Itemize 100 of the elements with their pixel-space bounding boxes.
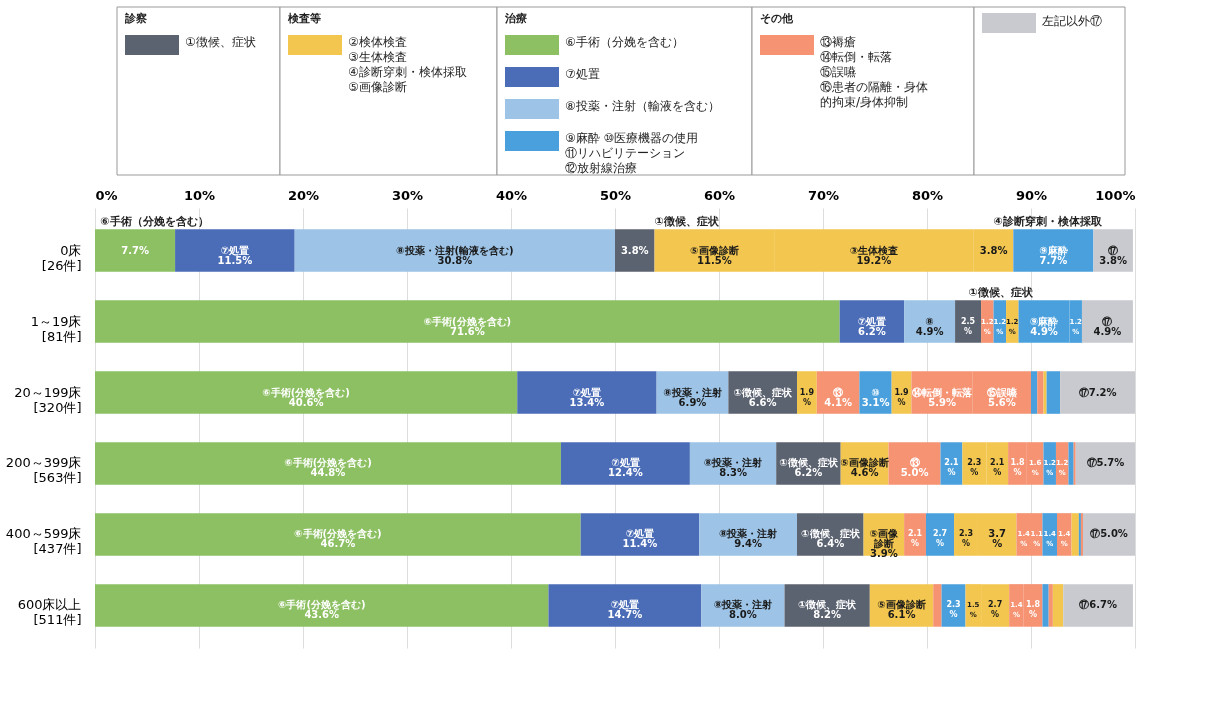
bar: [1042, 513, 1057, 556]
data-label: ⑨麻酔 7.7%: [1039, 244, 1068, 266]
y-tick-label: 200～399床 [563件]: [5, 455, 82, 486]
data-label: ①徴候、症状 6.2%: [779, 457, 839, 479]
legend-label: ⑬褥瘡 ⑭転倒・転落 ⑮誤嚥 ⑯患者の隔離・身体的拘束/身体抑制: [820, 35, 928, 109]
data-label: ⑥手術(分娩を含む) 71.6%: [423, 315, 512, 337]
data-label: ①徴候、症状 8.2%: [797, 599, 858, 621]
data-label: 3.8%: [979, 244, 1008, 256]
data-label: 2.7 %: [932, 529, 948, 549]
data-label: 2.1 %: [990, 458, 1005, 478]
data-label: ⑤画像診断 11.5%: [690, 244, 739, 266]
annotation: ④診断穿刺・検体採取: [993, 215, 1103, 229]
data-label: ⑥手術(分娩を含む) 46.7%: [294, 528, 382, 550]
x-tick-label: 50%: [599, 187, 632, 203]
legend-label: ⑧投薬・注射（輸液を含む）: [565, 99, 720, 113]
data-label: ⑦処置 11.4%: [622, 528, 658, 550]
bar: [294, 229, 615, 272]
data-label: ⑤画像診断 4.6%: [840, 457, 889, 479]
legend-label: ①徴候、症状: [185, 35, 256, 49]
text: その他: [760, 12, 794, 25]
data-label: 1.8 %: [1025, 600, 1041, 620]
bar: [888, 442, 941, 485]
legend-label: 左記以外⑰: [1042, 14, 1102, 28]
data-label: ⑰ 4.9%: [1093, 315, 1122, 337]
x-tick-label: 80%: [911, 187, 944, 203]
data-label: ⑦処置 14.7%: [607, 599, 643, 621]
bar: [95, 371, 518, 414]
data-label: 2.1 %: [944, 458, 959, 478]
x-tick-label: 10%: [183, 187, 216, 203]
data-label: 2.3 %: [967, 458, 982, 478]
bar: [95, 442, 561, 485]
bar: [1043, 442, 1056, 485]
bar: [1063, 584, 1133, 627]
y-tick-label: 0床 [26件]: [41, 242, 82, 273]
bar: [95, 300, 840, 343]
data-label: ⑬ 5.0%: [900, 457, 929, 479]
bar: [955, 300, 982, 343]
legend-label: ⑦処置: [565, 67, 600, 81]
y-tick-label: 600床以上 [511件]: [17, 597, 82, 628]
data-label: ⑰7.2%: [1078, 386, 1117, 398]
legend-label: ⑨麻酔 ⑩医療機器の使用 ⑪リハビリテーション ⑫放射線治療: [565, 131, 699, 175]
data-label: ⑨麻酔 4.9%: [1029, 315, 1059, 337]
data-label: 1.9 %: [799, 387, 815, 407]
data-label: ⑰5.0%: [1090, 528, 1128, 540]
data-label: ⑥手術(分娩を含む) 43.6%: [277, 599, 366, 621]
x-tick-label: 60%: [703, 187, 736, 203]
text: 検査等: [287, 12, 321, 25]
x-tick-label: 40%: [495, 187, 528, 203]
annotation: ①徴候、症状: [968, 286, 1034, 300]
data-label: 3.8%: [620, 244, 649, 256]
bar: [560, 442, 690, 485]
data-label: 7.7%: [121, 244, 149, 256]
bar: [1048, 584, 1053, 627]
data-label: ⑧ 4.9%: [915, 315, 944, 337]
bar: [580, 513, 700, 556]
bar: [1060, 371, 1135, 414]
bar: [933, 584, 942, 627]
data-label: 2.3 %: [958, 529, 974, 549]
data-label: ⑦処置 11.5%: [217, 244, 253, 266]
x-tick-label: 70%: [807, 187, 840, 203]
data-label: ⑥手術(分娩を含む) 40.6%: [262, 386, 350, 408]
data-label: ⑩ 3.1%: [861, 386, 890, 408]
data-label: ⑧投薬・注射 6.9%: [663, 386, 722, 408]
data-label: ③生体検査 19.2%: [849, 244, 899, 266]
data-label: ⑰6.7%: [1079, 599, 1117, 611]
legend-label: ⑥手術（分娩を含む）: [565, 35, 684, 49]
legend-label: ②検体検査 ③生体検査 ④診断穿刺・検体採取 ⑤画像診断: [348, 35, 467, 94]
bar: [175, 229, 295, 272]
data-label: ⑮誤嚥 5.6%: [986, 386, 1017, 408]
y-tick-label: 1～19床 [81件]: [30, 313, 82, 344]
y-tick-label: 20～199床 [320件]: [14, 384, 82, 415]
data-label: ①徴候、症状 6.6%: [733, 386, 793, 408]
x-tick-label: 0%: [95, 187, 118, 203]
data-label: ⑥手術(分娩を含む) 44.8%: [284, 457, 372, 479]
annotation: ①徴候、症状: [654, 215, 720, 229]
bar: [548, 584, 702, 627]
text: 治療: [504, 12, 527, 25]
bar: [1042, 584, 1049, 627]
data-label: ⑦処置 12.4%: [608, 457, 643, 479]
data-label: ⑦処置 6.2%: [857, 315, 887, 337]
bar: [95, 229, 176, 272]
bar: [95, 584, 549, 627]
data-label: 2.3 %: [946, 600, 961, 620]
bar: [95, 513, 581, 556]
text: 診察: [124, 12, 147, 25]
data-label: ⑤画像診断 6.1%: [877, 599, 926, 621]
bar: [904, 300, 956, 343]
data-label: ⑰ 3.8%: [1099, 244, 1128, 266]
data-label: ①徴候、症状 6.4%: [801, 528, 861, 550]
bar: [925, 513, 955, 556]
data-label: ⑧投薬・注射 8.3%: [703, 457, 763, 479]
x-tick-label: 20%: [287, 187, 320, 203]
data-label: 3.7 %: [988, 528, 1007, 550]
data-label: ⑦処置 13.4%: [569, 386, 605, 408]
data-label: 2.5 %: [960, 316, 976, 336]
x-tick-label: 100%: [1095, 187, 1136, 203]
data-label: ⑧投薬・注射 9.4%: [718, 528, 778, 550]
data-label: 2.1 %: [907, 529, 923, 549]
x-tick-label: 90%: [1015, 187, 1048, 203]
annotation: ⑥手術（分娩を含む）: [100, 215, 209, 229]
